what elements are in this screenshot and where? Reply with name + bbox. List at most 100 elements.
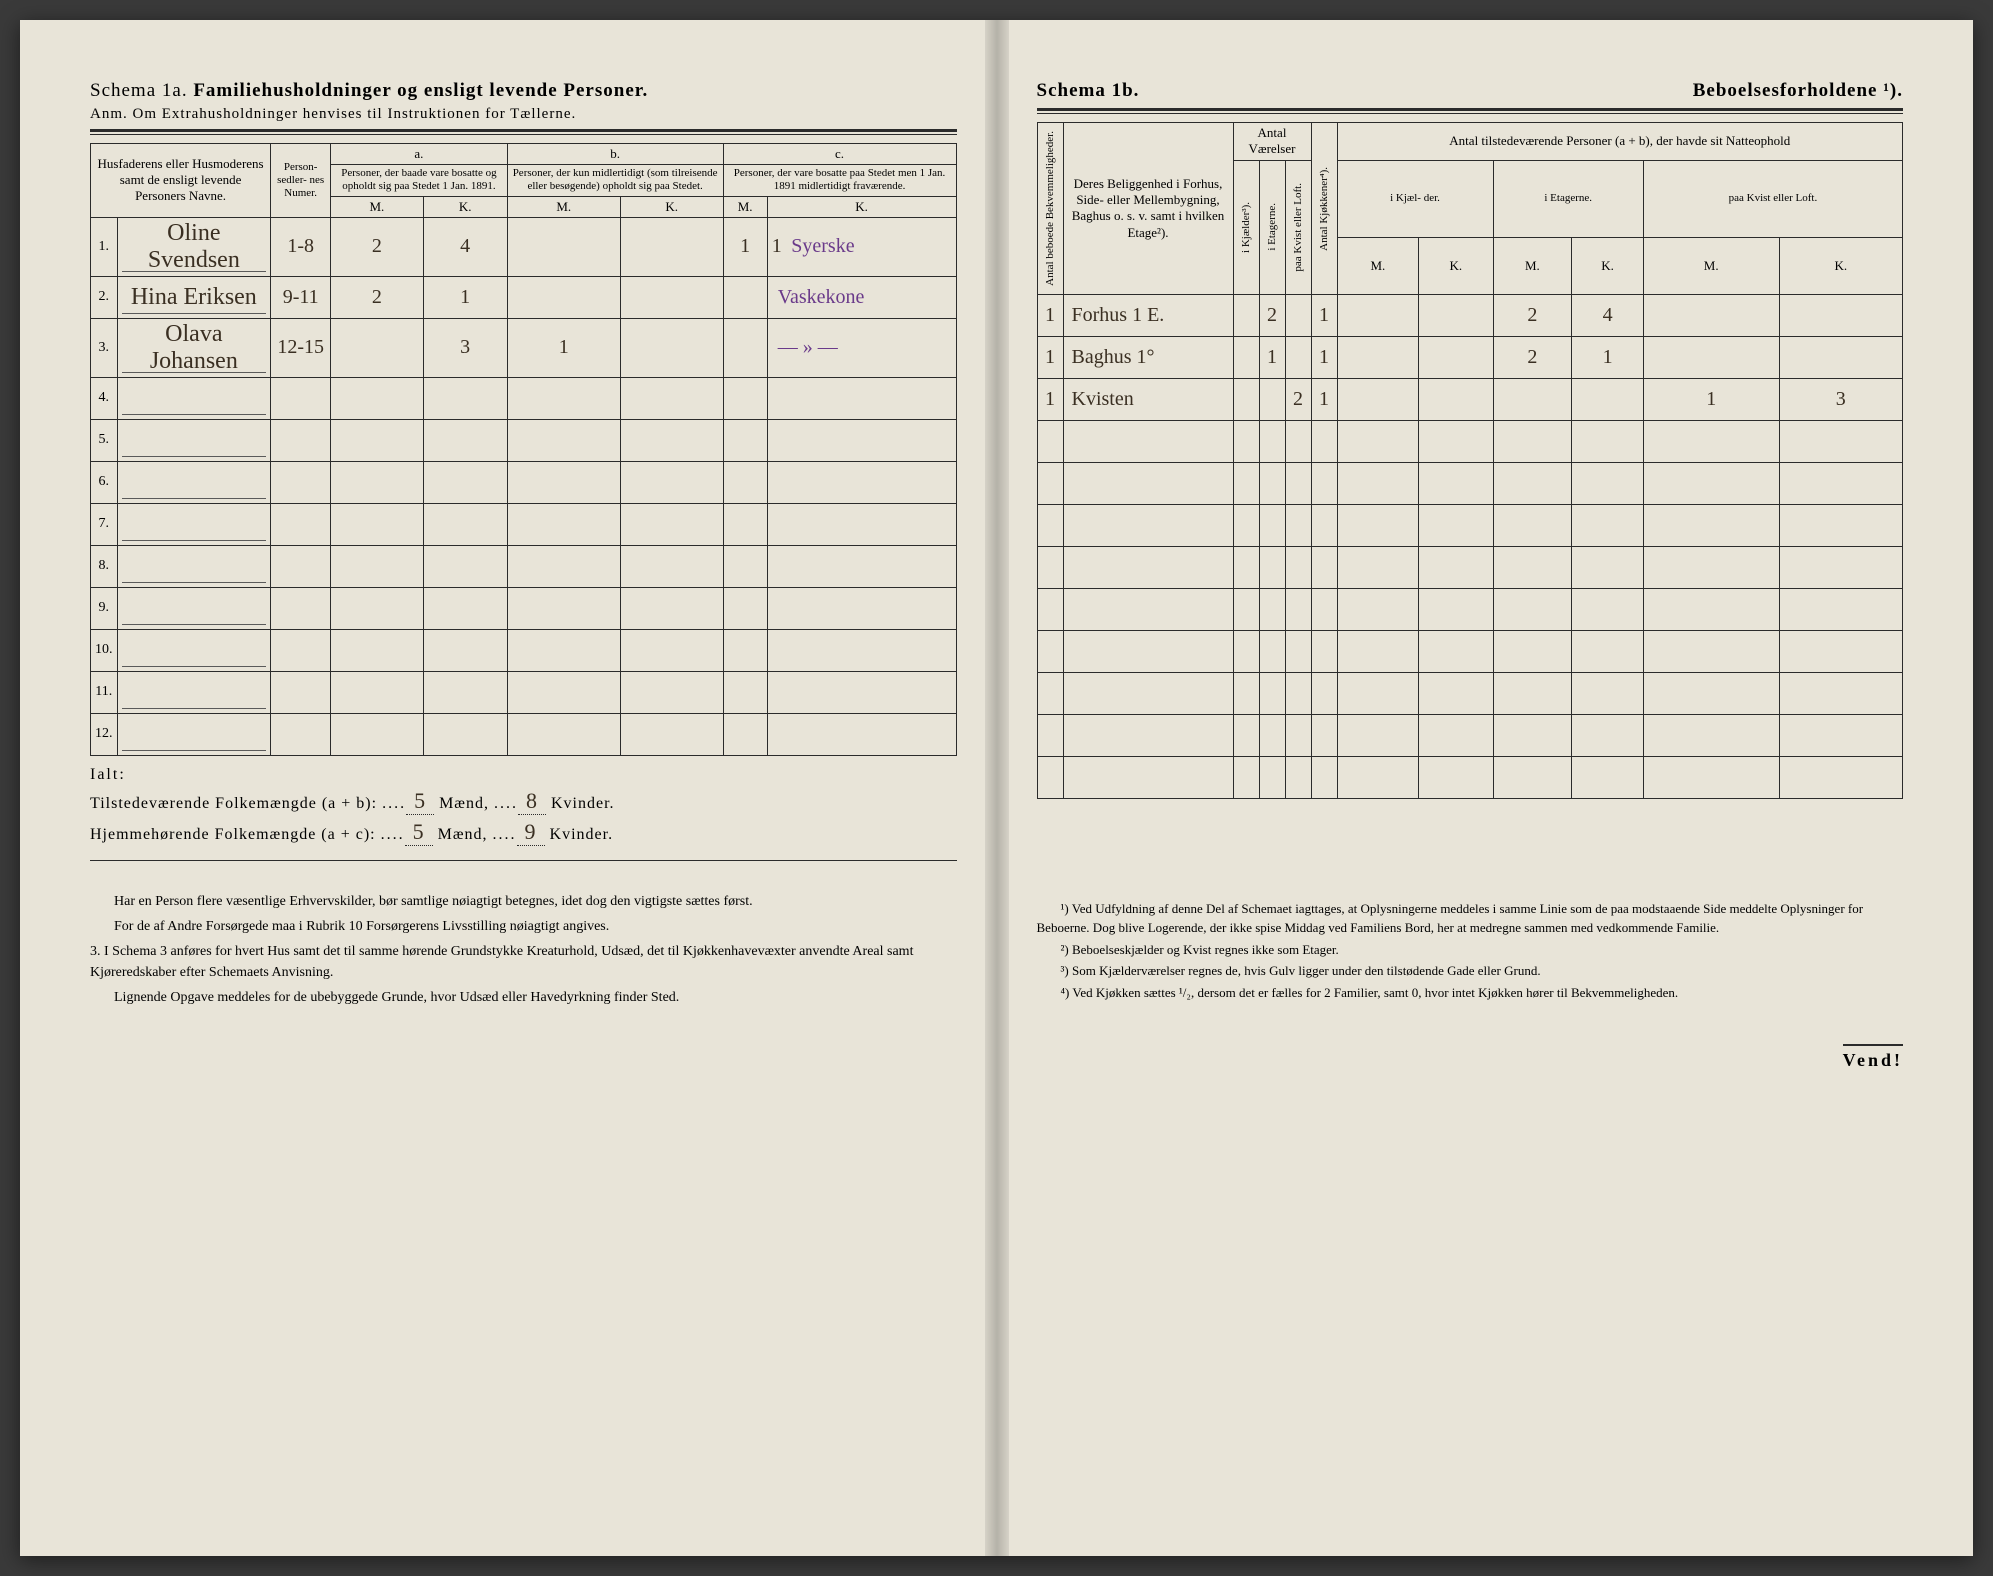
cell [507,377,620,419]
mk: K. [1419,238,1493,295]
col-b-m: M. [507,196,620,217]
cell [1419,714,1493,756]
sum-ab-label: Tilstedeværende Folkemængde (a + b): [90,795,377,812]
col-c-text: Personer, der vare bosatte paa Stedet me… [723,165,956,196]
cell [1779,588,1902,630]
footnote-2: ²) Beboelseskjælder og Kvist regnes ikke… [1037,940,1904,960]
cell [1643,336,1779,378]
table-row: 9. [91,587,957,629]
cell: Forhus 1 E. [1063,294,1233,336]
cell [1337,714,1419,756]
col-antal-bebo: Antal beboede Bekvemmeligheder. [1037,123,1063,295]
cell: Baghus 1° [1063,336,1233,378]
cell [1063,420,1233,462]
cell [1037,756,1063,798]
table-1a-head: Husfaderens eller Husmoderens samt de en… [91,144,957,218]
cell [1419,672,1493,714]
cell [1063,546,1233,588]
cell [1493,546,1572,588]
cell [1572,504,1644,546]
cell [1419,588,1493,630]
cell [723,276,767,318]
schema-1a-title: Familiehusholdninger og ensligt levende … [193,80,648,101]
cell [1572,714,1644,756]
cell: 11. [91,671,118,713]
cell [1419,630,1493,672]
cell [1311,588,1337,630]
col-a-k: K. [423,196,507,217]
kvinder-label-2: Kvinder. [550,826,614,843]
cell [1063,672,1233,714]
cell [1233,336,1259,378]
cell [271,377,331,419]
cell [1037,630,1063,672]
cell: 4 [1572,294,1644,336]
cell [723,713,767,755]
cell [271,671,331,713]
col-a-m: M. [331,196,423,217]
cell [620,461,723,503]
cell [1037,546,1063,588]
cell [1311,504,1337,546]
cell: 1-8 [271,217,331,276]
mk: K. [1779,238,1902,295]
col-tilstede: Antal tilstedeværende Personer (a + b), … [1337,123,1903,161]
cell: 4. [91,377,118,419]
cell [117,503,271,545]
cell [723,545,767,587]
cell [1337,672,1419,714]
cell: 9. [91,587,118,629]
cell [1285,546,1311,588]
table-1a-body: 1.Oline Svendsen1-82411 Syerske2.Hina Er… [91,217,957,755]
cell [1311,546,1337,588]
table-row [1037,630,1903,672]
cell [620,377,723,419]
cell [507,545,620,587]
cell: 1 [507,318,620,377]
cell [723,629,767,671]
cell [1493,420,1572,462]
cell [1572,588,1644,630]
cell [1037,672,1063,714]
cell [1259,546,1285,588]
cell [1259,588,1285,630]
cell [1337,588,1419,630]
cell [767,713,956,755]
cell: 1 [1311,378,1337,420]
note-1: Har en Person flere væsentlige Erhvervsk… [90,891,957,912]
cell [117,461,271,503]
cell [117,629,271,671]
cell [1493,462,1572,504]
cell [1285,294,1311,336]
cell [620,217,723,276]
cell: 1 [723,217,767,276]
cell [620,545,723,587]
cell [1233,630,1259,672]
cell [620,629,723,671]
table-1b: Antal beboede Bekvemmeligheder. Deres Be… [1037,122,1904,799]
mk: K. [1572,238,1644,295]
cell [620,671,723,713]
cell [723,671,767,713]
cell [1493,588,1572,630]
cell [767,377,956,419]
cell [1419,504,1493,546]
cell [1233,588,1259,630]
col-b-label: b. [507,144,723,165]
note-3: 3. I Schema 3 anføres for hvert Hus samt… [90,941,957,983]
right-page: Schema 1b. Beboelsesforholdene ¹). Antal… [997,20,1974,1556]
cell: 6. [91,461,118,503]
cell [1572,378,1644,420]
cell [1419,546,1493,588]
cell [1285,756,1311,798]
table-1b-body: 1Forhus 1 E.21241Baghus 1°11211Kvisten21… [1037,294,1903,798]
cell [507,217,620,276]
cell: 1 [1311,294,1337,336]
cell [1037,462,1063,504]
cell [1259,756,1285,798]
cell [271,503,331,545]
cell [507,503,620,545]
cell [1572,462,1644,504]
kvinder-label: Kvinder. [551,795,615,812]
table-row: 8. [91,545,957,587]
